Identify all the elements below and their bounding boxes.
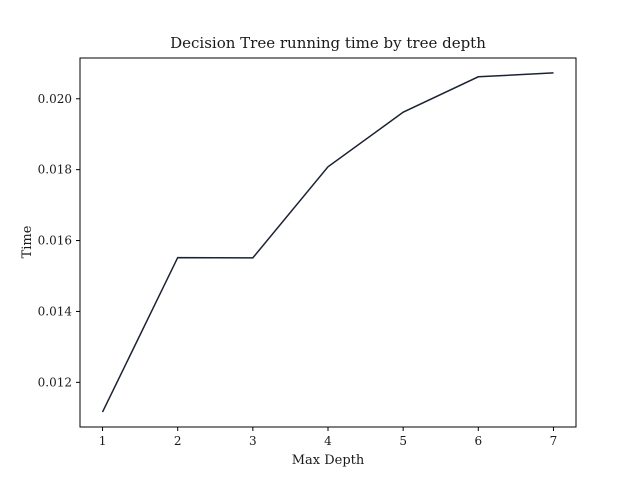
y-tick-label: 0.012	[38, 375, 72, 389]
series-line	[101, 72, 554, 413]
y-axis: 0.012 0.014 0.016 0.018 0.020	[38, 92, 80, 389]
y-axis-label: Time	[20, 225, 35, 258]
x-axis-label: Max Depth	[292, 453, 365, 468]
x-tick-label: 3	[249, 434, 257, 448]
x-axis: 1 2 3 4 5 6 7	[99, 427, 558, 448]
y-tick-label: 0.016	[38, 234, 72, 248]
chart-title: Decision Tree running time by tree depth	[170, 34, 486, 52]
plot-area	[79, 57, 577, 428]
x-tick-label: 2	[174, 434, 182, 448]
x-tick-label: 6	[474, 434, 482, 448]
y-tick-label: 0.014	[38, 304, 73, 318]
y-tick-label: 0.020	[38, 92, 72, 106]
y-tick-label: 0.018	[38, 163, 72, 177]
x-tick-label: 1	[99, 434, 107, 448]
x-tick-label: 7	[550, 434, 558, 448]
x-tick-label: 4	[324, 434, 332, 448]
x-tick-label: 5	[399, 434, 407, 448]
